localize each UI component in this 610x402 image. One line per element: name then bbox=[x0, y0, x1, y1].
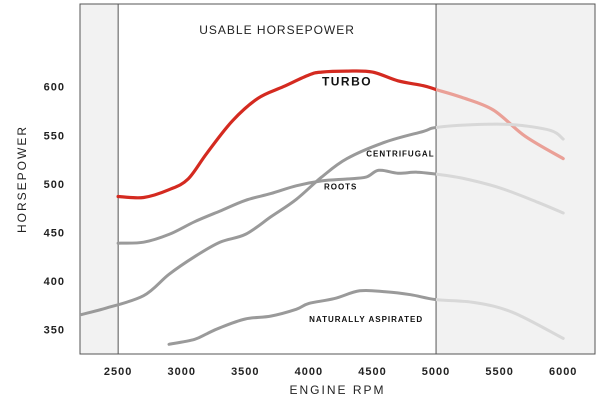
x-tick-label: 3000 bbox=[167, 366, 195, 378]
series-label-naturally-aspirated: NATURALLY ASPIRATED bbox=[309, 315, 423, 324]
outside-band-left bbox=[80, 4, 119, 354]
y-axis-title: HORSEPOWER bbox=[15, 125, 29, 233]
y-tick-label: 600 bbox=[44, 82, 65, 94]
x-tick-label: 6000 bbox=[549, 366, 577, 378]
y-tick-label: 550 bbox=[44, 130, 65, 142]
series-line-centrifugal-outside-band bbox=[436, 122, 565, 141]
x-tick-label: 3500 bbox=[231, 366, 259, 378]
series-line-roots-outside-band bbox=[436, 172, 565, 215]
x-tick-label: 5000 bbox=[422, 366, 450, 378]
x-axis-title: ENGINE RPM bbox=[289, 383, 385, 397]
y-tick-label: 350 bbox=[44, 325, 65, 337]
series-label-layer: TURBO CENTRIFUGAL ROOTS NATURALLY ASPIRATED bbox=[309, 75, 434, 324]
x-tick-labels: 2500 3000 3500 4000 4500 5000 5500 6000 bbox=[104, 366, 577, 378]
series-label-turbo: TURBO bbox=[322, 75, 372, 89]
y-tick-labels: 350 400 450 500 550 600 bbox=[44, 82, 65, 337]
x-tick-label: 4000 bbox=[295, 366, 323, 378]
series-line-naturally-aspirated bbox=[167, 288, 437, 346]
series-line-centrifugal bbox=[80, 125, 437, 317]
series-layer bbox=[80, 69, 565, 346]
y-tick-label: 450 bbox=[44, 227, 65, 239]
x-tick-label: 5500 bbox=[485, 366, 513, 378]
x-tick-label: 2500 bbox=[104, 366, 132, 378]
y-tick-label: 500 bbox=[44, 179, 65, 191]
series-line-turbo-outside-band bbox=[436, 87, 565, 161]
series-line-naturally-aspirated-outside-band bbox=[436, 298, 565, 340]
usable-horsepower-label: USABLE HORSEPOWER bbox=[199, 23, 355, 37]
x-tick-label: 4500 bbox=[358, 366, 386, 378]
plot-frame bbox=[79, 3, 596, 355]
series-line-roots bbox=[116, 168, 437, 245]
series-line-turbo bbox=[116, 69, 437, 200]
y-tick-label: 400 bbox=[44, 276, 65, 288]
series-label-roots: ROOTS bbox=[324, 183, 357, 192]
series-label-centrifugal: CENTRIFUGAL bbox=[366, 150, 434, 159]
